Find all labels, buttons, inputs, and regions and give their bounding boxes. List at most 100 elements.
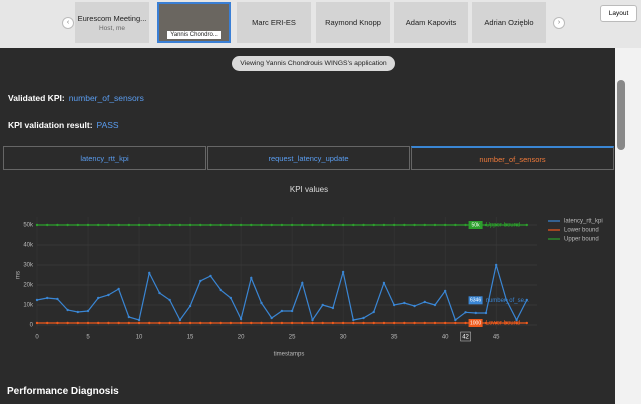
point <box>148 223 151 227</box>
point <box>229 296 233 300</box>
point <box>229 321 233 325</box>
point <box>525 321 528 325</box>
point <box>290 309 294 313</box>
point <box>301 281 304 285</box>
point <box>86 321 90 325</box>
layout-button[interactable]: Layout <box>600 5 637 22</box>
point <box>413 223 416 227</box>
point <box>443 223 447 227</box>
point <box>239 317 243 321</box>
point <box>46 321 49 325</box>
hover-name: number_of_se... <box>486 298 530 304</box>
point <box>341 223 345 227</box>
chart: KPI values timestamps ms 010k20k30k40k50… <box>16 185 603 358</box>
chart-title: KPI values <box>290 185 328 194</box>
validation-result: KPI validation result: PASS <box>8 120 119 130</box>
point <box>239 321 243 325</box>
hover-x: 42 <box>462 335 469 341</box>
y-tick-label: 30k <box>23 263 34 269</box>
point <box>423 223 426 227</box>
point <box>158 223 161 227</box>
point <box>382 321 386 325</box>
legend-label: Lower bound <box>564 228 599 234</box>
point <box>443 289 447 293</box>
point <box>331 223 335 227</box>
validated-kpi: Validated KPI: number_of_sensors <box>8 93 144 103</box>
point <box>137 318 141 322</box>
tile-name: Raymond Knopp <box>325 18 381 27</box>
hover-tag <box>468 296 483 305</box>
tile-name: Adrian Ozięblo <box>484 18 534 27</box>
legend-label: Upper bound <box>564 237 599 243</box>
y-tick-label: 10k <box>23 303 34 309</box>
point <box>280 223 284 227</box>
point <box>76 310 80 314</box>
point <box>158 291 161 295</box>
tile-name: Marc ERI-ES <box>252 18 296 27</box>
point <box>372 310 375 314</box>
x-tick-label: 35 <box>391 335 398 341</box>
tile[interactable]: Eurescom Meeting... Host, me <box>75 2 149 43</box>
tile[interactable]: Raymond Knopp <box>316 2 390 43</box>
share-banner: Viewing Yannis Chondrouis WINGS's applic… <box>232 56 395 71</box>
point <box>433 223 437 227</box>
point <box>250 276 253 280</box>
point <box>505 223 508 227</box>
hover-value: 6346 <box>470 298 481 304</box>
point <box>86 223 90 227</box>
tile[interactable]: Adam Kapovits <box>394 2 468 43</box>
point <box>168 321 171 325</box>
point <box>56 223 59 227</box>
point <box>56 297 59 301</box>
tab-active[interactable]: number_of_sensors <box>411 146 614 170</box>
point <box>484 223 488 227</box>
point <box>199 279 202 283</box>
point <box>413 321 416 325</box>
hover-tag <box>468 319 483 327</box>
point <box>260 301 263 305</box>
legend-label: latency_rtt_kpi <box>564 219 603 225</box>
point <box>127 315 131 319</box>
prev-arrow[interactable]: ‹ <box>62 17 74 29</box>
point <box>35 321 39 325</box>
point <box>137 321 141 325</box>
tab[interactable]: request_latency_update <box>207 146 410 170</box>
point <box>454 318 457 322</box>
x-tick-label: 10 <box>136 335 143 341</box>
point <box>311 318 314 322</box>
x-axis-label: timestamps <box>274 352 305 358</box>
video-tile[interactable]: Yannis Chondro... <box>157 2 231 43</box>
point <box>270 316 273 320</box>
point <box>362 316 365 320</box>
tile[interactable]: Adrian Ozięblo <box>472 2 546 43</box>
tab[interactable]: latency_rtt_kpi <box>3 146 206 170</box>
tile[interactable]: Marc ERI-ES <box>237 2 311 43</box>
point <box>76 223 80 227</box>
point <box>209 321 212 325</box>
y-tick-label: 40k <box>23 243 34 249</box>
point <box>148 271 151 275</box>
point <box>505 298 508 302</box>
point <box>219 321 222 325</box>
point <box>525 298 528 302</box>
point <box>199 223 202 227</box>
point <box>199 321 202 325</box>
x-tick-label: 25 <box>289 335 296 341</box>
scrollbar[interactable] <box>617 80 625 150</box>
next-arrow[interactable]: › <box>553 17 565 29</box>
point <box>423 321 426 325</box>
y-tick-label: 50k <box>23 223 34 229</box>
point <box>525 223 528 227</box>
point <box>188 321 192 325</box>
x-tick-label: 15 <box>187 335 194 341</box>
point <box>321 303 324 307</box>
point <box>168 223 171 227</box>
point <box>117 287 120 291</box>
value: number_of_sensors <box>68 93 144 103</box>
point <box>260 321 263 325</box>
point <box>46 296 49 300</box>
point <box>229 223 233 227</box>
point <box>66 308 69 312</box>
point <box>127 223 131 227</box>
point <box>454 321 457 325</box>
